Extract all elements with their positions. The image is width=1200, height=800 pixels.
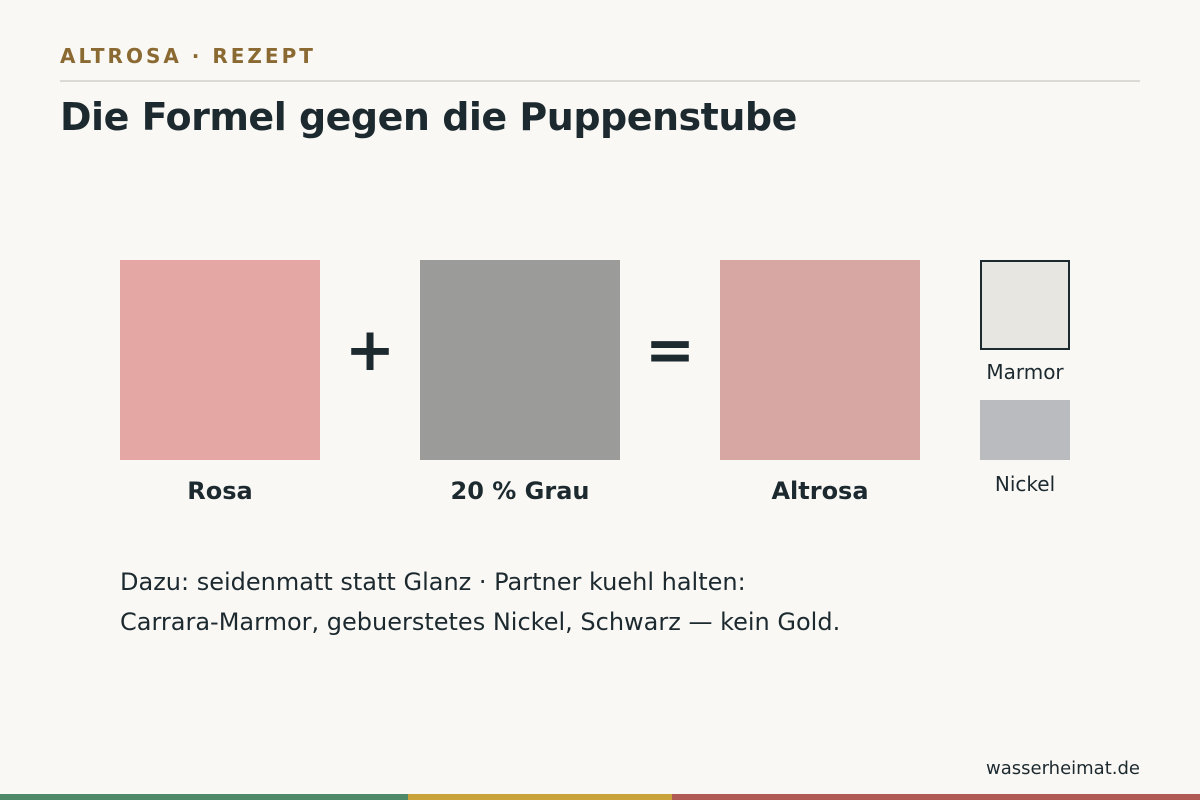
- styling-note-line-1: Dazu: seidenmatt statt Glanz · Partner k…: [120, 568, 746, 596]
- plus-sign: +: [344, 315, 396, 385]
- swatch-altrosa: [720, 260, 920, 460]
- swatch-label-altrosa: Altrosa: [771, 477, 869, 505]
- swatch-label-nickel: Nickel: [994, 472, 1056, 496]
- swatch-grau: [420, 260, 620, 460]
- swatch-marmor: [980, 260, 1070, 350]
- accent-stripe-gold: [408, 794, 672, 800]
- page-title: Die Formel gegen die Puppenstube: [60, 95, 797, 139]
- accent-stripe-green: [0, 794, 408, 800]
- swatch-rosa: [120, 260, 320, 460]
- accent-stripe-red: [672, 794, 1200, 800]
- swatch-nickel: [980, 400, 1070, 460]
- footer-site: wasserheimat.de: [986, 758, 1140, 779]
- styling-note-line-2: Carrara-Marmor, gebuerstetes Nickel, Sch…: [120, 608, 841, 636]
- eyebrow: ALTROSA · REZEPT: [60, 44, 316, 68]
- styling-note: Dazu: seidenmatt statt Glanz · Partner k…: [120, 562, 840, 642]
- swatch-label-rosa: Rosa: [187, 477, 253, 505]
- swatch-label-marmor: Marmor: [986, 360, 1064, 384]
- header-divider: [60, 80, 1140, 82]
- swatch-label-grau: 20 % Grau: [450, 477, 590, 505]
- equals-sign: =: [644, 315, 696, 385]
